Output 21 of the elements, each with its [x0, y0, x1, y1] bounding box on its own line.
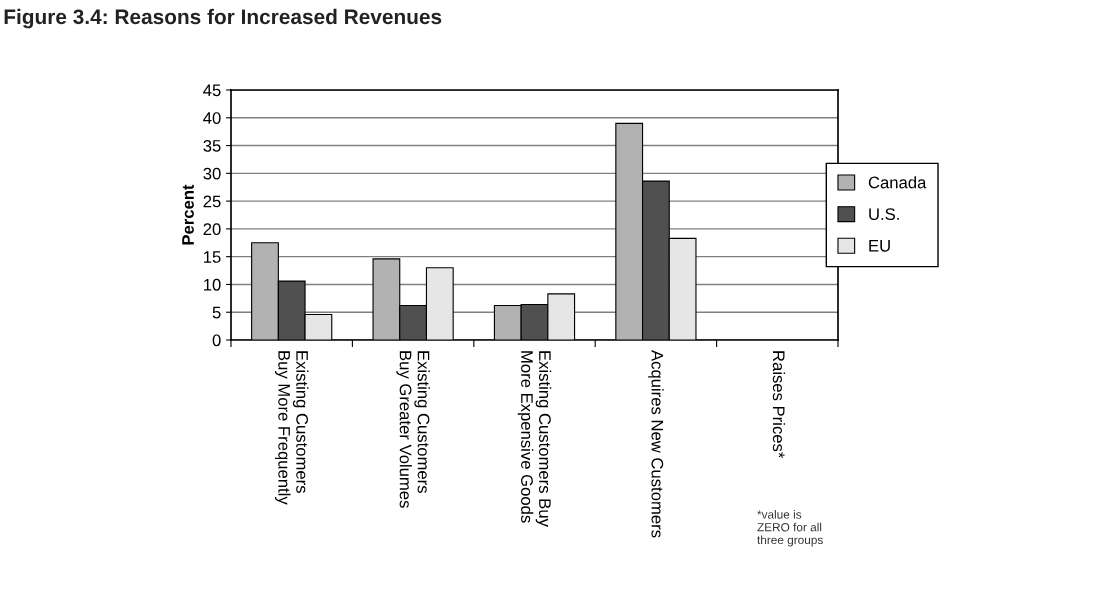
text: *value is ZERO for all three groups [757, 510, 823, 547]
y-tick-label: 5 [212, 306, 221, 319]
legend-label: U.S. [869, 208, 899, 221]
legend-label: Canada [868, 176, 927, 189]
x-tick-label: Acquires New Customers [648, 350, 664, 538]
y-axis-title: Percent [182, 184, 194, 245]
y-tick-label: 35 [203, 139, 221, 152]
y-tick-label: 15 [204, 251, 221, 263]
y-tick-label: 20 [203, 223, 221, 236]
chart-title: Figure 3.4: Reasons for Increased Revenues [4, 8, 442, 29]
y-tick-label: 40 [203, 112, 221, 124]
x-tick-label: Existing Customers Buy More Expensive Goods [517, 351, 552, 527]
x-tick-label: Existing Customers Buy Greater Volumes [396, 351, 430, 508]
legend-label: EU [869, 240, 890, 252]
y-tick-label: 10 [204, 278, 221, 291]
y-tick-label: 30 [203, 167, 221, 180]
y-tick-label: 25 [203, 195, 221, 208]
x-tick-label: Existing Customers Buy More Frequently [274, 351, 309, 505]
y-tick-label: 45 [203, 84, 221, 97]
x-tick-label: Raises Prices* [772, 351, 786, 459]
y-tick-label: 0 [212, 334, 221, 347]
